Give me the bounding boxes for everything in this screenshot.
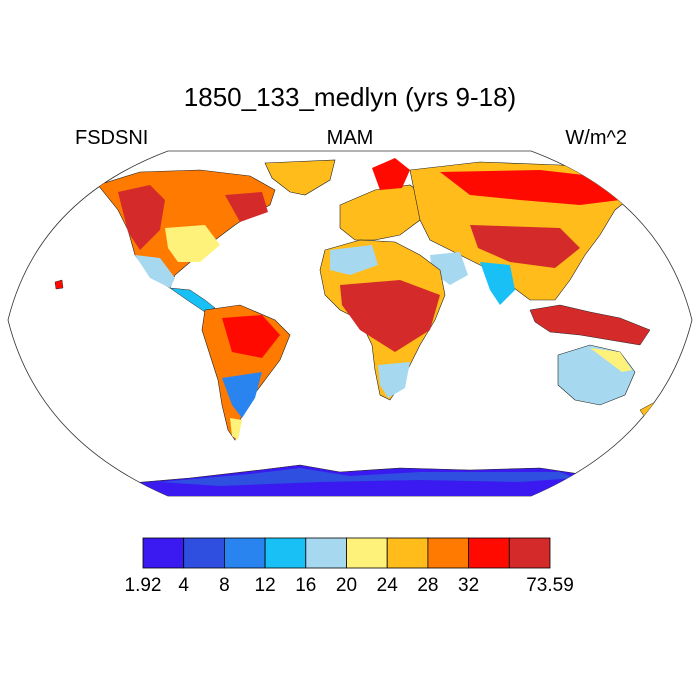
colorbar-swatch <box>468 537 510 569</box>
colorbar-swatch <box>142 537 185 569</box>
central-america-region <box>169 287 216 313</box>
colorbar-swatch <box>346 537 388 569</box>
greenland-region <box>264 159 336 196</box>
south-america-tip-yellow <box>230 418 242 440</box>
map-title: 1850_133_medlyn (yrs 9-18) <box>183 82 517 112</box>
alaska-islands <box>54 279 64 290</box>
colorbar-tick-label: 16 <box>295 575 316 596</box>
colorbar-swatch <box>427 537 469 569</box>
colorbar-tick-label: 1.92 <box>125 575 162 596</box>
units-label: W/m^2 <box>565 127 627 149</box>
colorbar-tick-label: 24 <box>377 575 399 596</box>
south-asia-blue <box>480 262 515 305</box>
colorbar-tick-label: 20 <box>336 575 357 596</box>
colorbar-swatch <box>223 537 266 569</box>
colorbar-swatch <box>264 537 307 569</box>
scandinavia-red <box>372 158 410 190</box>
north-america-south-blue <box>135 255 175 288</box>
central-asia-red <box>470 225 580 268</box>
colorbar-swatch <box>386 537 429 569</box>
colorbar-swatch <box>508 537 551 569</box>
variable-label: FSDSNI <box>75 127 149 149</box>
colorbar: 1.92 4 8 12 16 20 24 28 32 73.59 <box>125 537 574 596</box>
colorbar-tick-label: 28 <box>417 575 438 596</box>
australia-coast-yellow <box>590 348 632 372</box>
central-africa-red <box>340 280 440 352</box>
season-label: MAM <box>326 127 374 149</box>
colorbar-tick-label: 12 <box>255 575 276 596</box>
colorbar-tick-label: 73.59 <box>526 575 574 596</box>
southeast-asia-islands <box>529 304 651 346</box>
north-africa-blue <box>330 245 378 275</box>
north-america-east-red <box>225 192 268 222</box>
colorbar-swatch <box>305 537 347 569</box>
colorbar-tick-label: 8 <box>219 575 230 596</box>
colorbar-tick-label: 4 <box>178 575 189 596</box>
colorbar-swatch <box>183 537 225 569</box>
north-america-yellow <box>165 225 220 262</box>
siberia-red <box>440 170 620 205</box>
south-america-amazon-red <box>222 315 280 358</box>
south-america-south-blue <box>222 372 262 418</box>
antarctica-coast-band <box>160 468 575 486</box>
southern-africa-blue <box>378 362 410 398</box>
colorbar-tick-label: 32 <box>458 575 479 596</box>
north-america-west-red <box>118 185 165 250</box>
